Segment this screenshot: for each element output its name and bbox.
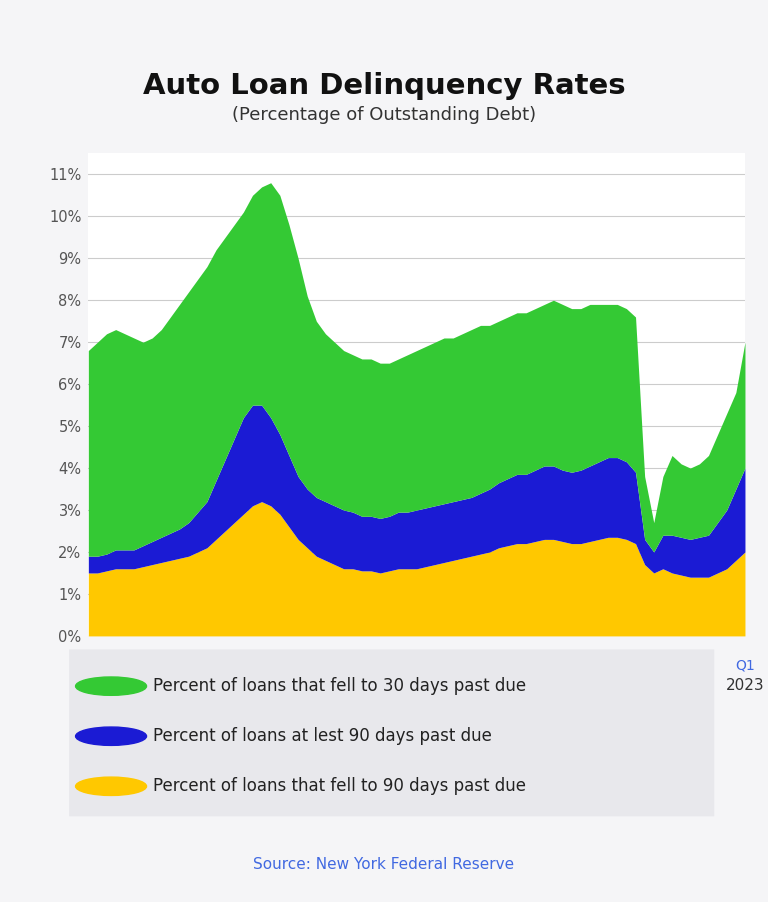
Text: 2011: 2011 <box>288 677 326 693</box>
Text: 2017: 2017 <box>507 677 545 693</box>
Text: Q1: Q1 <box>735 658 755 672</box>
Text: Q1: Q1 <box>297 658 317 672</box>
Text: 2005: 2005 <box>69 677 108 693</box>
Text: Percent of loans that fell to 90 days past due: Percent of loans that fell to 90 days pa… <box>153 778 526 796</box>
Text: Percent of loans at lest 90 days past due: Percent of loans at lest 90 days past du… <box>153 727 492 745</box>
Circle shape <box>75 778 147 796</box>
Text: 2014: 2014 <box>397 677 436 693</box>
Text: Percent of loans that fell to 30 days past due: Percent of loans that fell to 30 days pa… <box>153 677 526 695</box>
Circle shape <box>75 677 147 695</box>
Text: Q1: Q1 <box>626 658 645 672</box>
Text: Q1: Q1 <box>188 658 207 672</box>
FancyBboxPatch shape <box>69 649 714 816</box>
Text: Q1: Q1 <box>516 658 536 672</box>
Text: Q1: Q1 <box>407 658 426 672</box>
Text: (Percentage of Outstanding Debt): (Percentage of Outstanding Debt) <box>232 106 536 124</box>
Text: Auto Loan Delinquency Rates: Auto Loan Delinquency Rates <box>143 71 625 100</box>
Circle shape <box>75 727 147 745</box>
Text: Q1: Q1 <box>78 658 98 672</box>
Text: 2023: 2023 <box>726 677 764 693</box>
Text: Source: New York Federal Reserve: Source: New York Federal Reserve <box>253 857 515 871</box>
Text: 2008: 2008 <box>178 677 217 693</box>
Text: 2020: 2020 <box>616 677 655 693</box>
